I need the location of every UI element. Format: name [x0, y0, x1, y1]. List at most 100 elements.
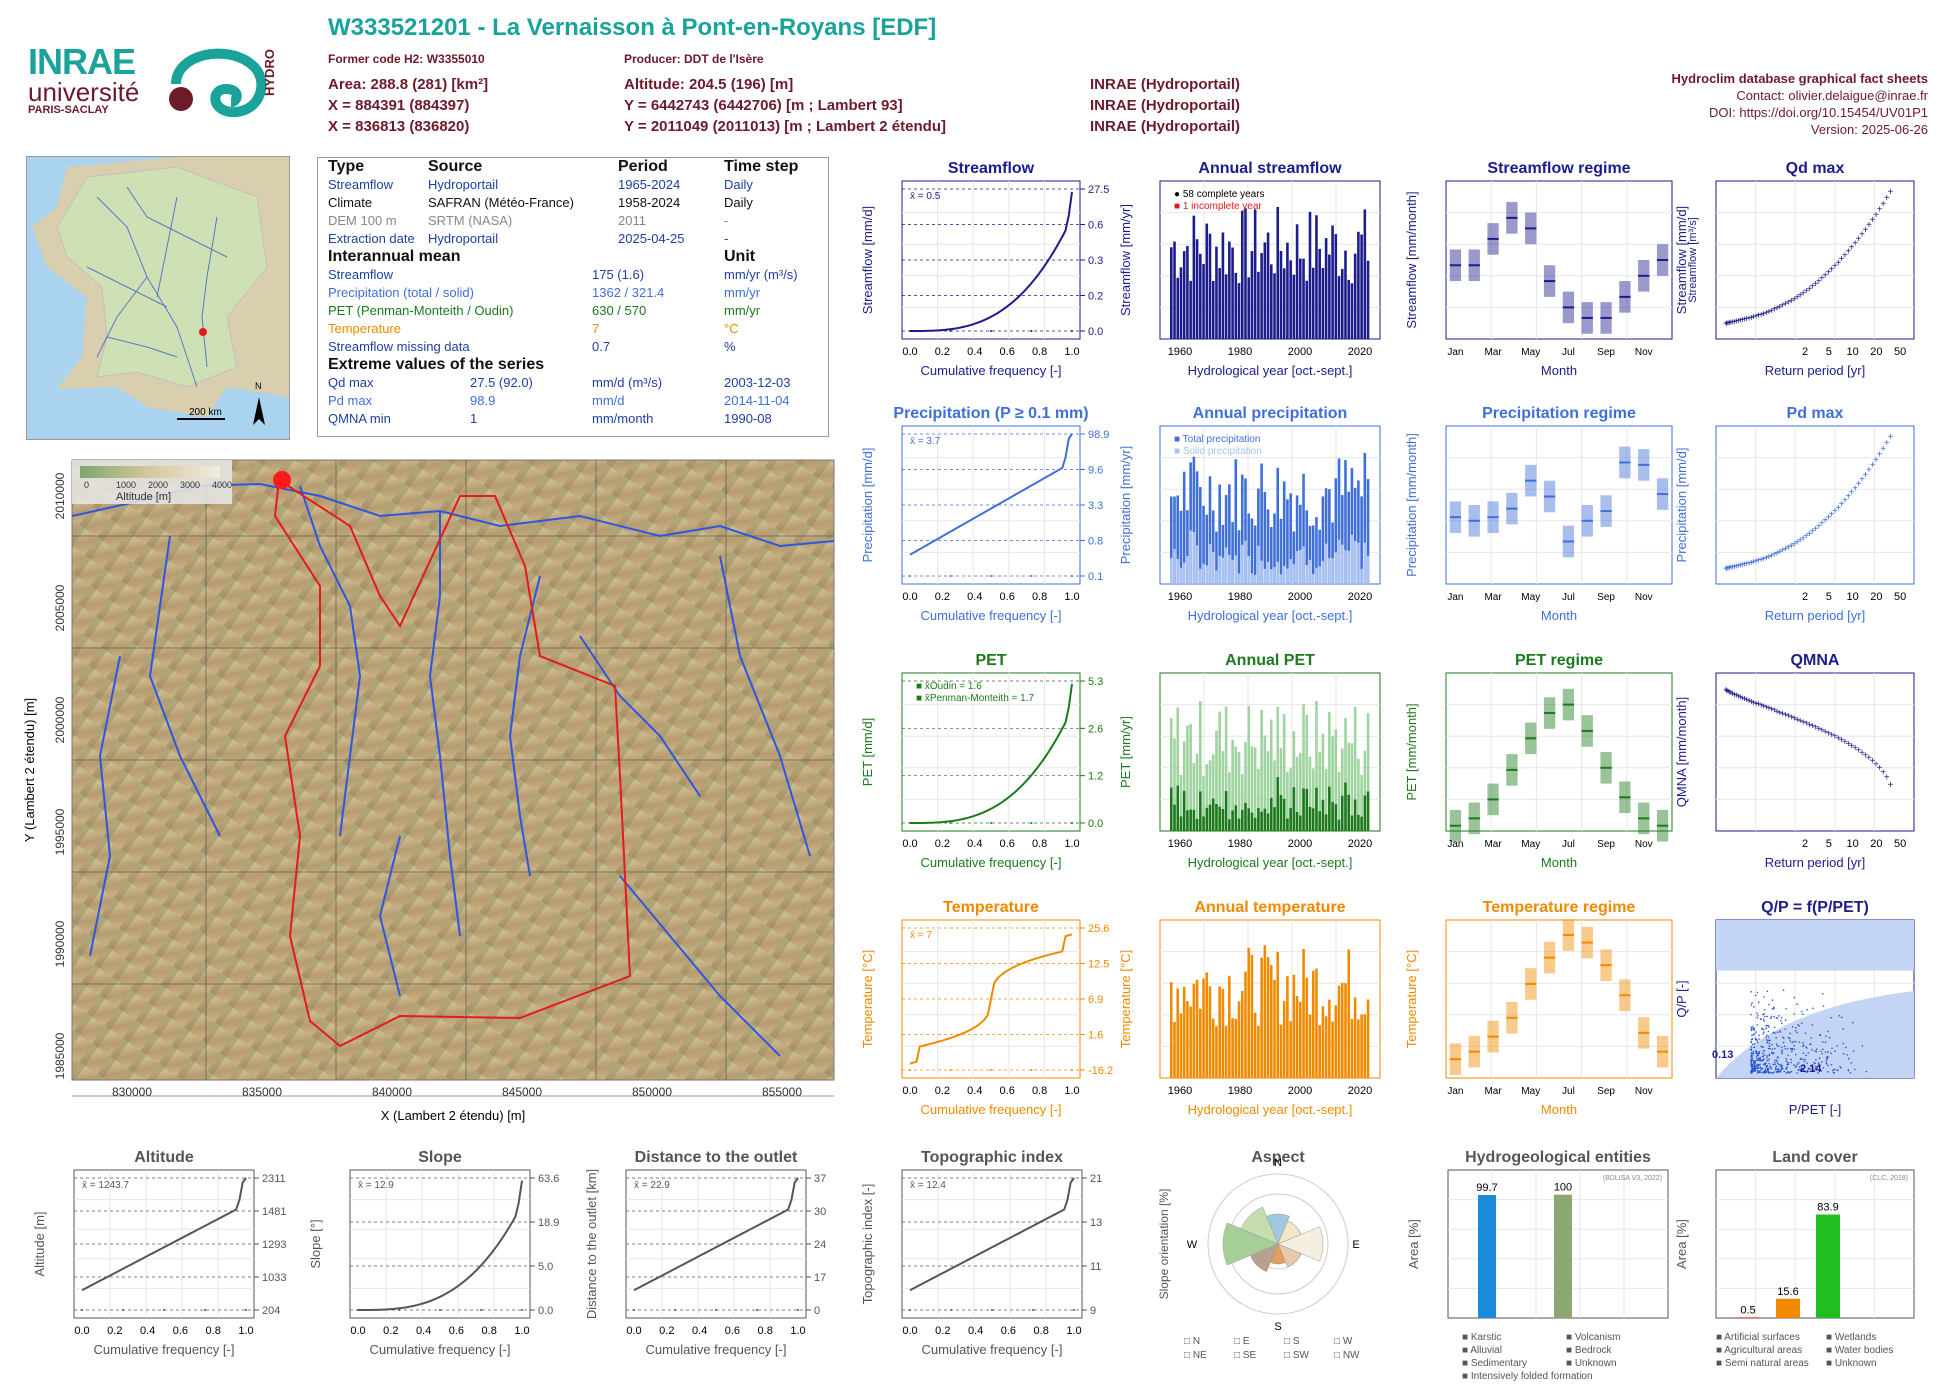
- scatter-point: [1861, 1045, 1864, 1047]
- xtick: 1.0: [1066, 1325, 1081, 1337]
- scatter-point: [1828, 1036, 1831, 1039]
- col-step: Time step: [724, 158, 799, 175]
- year-bar: [1176, 495, 1180, 584]
- return-point: +: [1877, 204, 1883, 215]
- xtick: 2000: [1288, 346, 1312, 358]
- chart-ylabel: Precipitation [mm/d]: [860, 448, 875, 563]
- return-point: +: [1763, 308, 1769, 319]
- interannual-rows: Streamflow 175 (1.6) mm/yr (m³/s) Precipita…: [328, 266, 818, 356]
- right-tick: 13: [1090, 1217, 1102, 1229]
- scatter-point: [1773, 1015, 1775, 1018]
- xtick: 20: [1870, 838, 1882, 850]
- return-point: +: [1835, 503, 1841, 514]
- chart-ylabel: PET [mm/d]: [860, 718, 875, 786]
- year-bar: [1260, 957, 1263, 1078]
- interannual-row-cell: 175 (1.6): [592, 267, 645, 282]
- year-bar: [1311, 970, 1315, 1078]
- right-tick: 63.6: [538, 1173, 559, 1185]
- extreme-row: QMNA min 1 mm/month 1990-08: [328, 410, 818, 428]
- scatter-point: [1768, 1026, 1770, 1028]
- legend-entry: ■ Bedrock: [1566, 1345, 1613, 1356]
- bar-label: 0.5: [1740, 1304, 1755, 1316]
- point: [633, 1309, 635, 1311]
- source-row-cell: DEM 100 m: [328, 213, 397, 228]
- xtick: 5: [1826, 838, 1832, 850]
- point: [949, 1069, 952, 1071]
- scatter-point: [1761, 1067, 1764, 1070]
- scatter-point: [1753, 1028, 1755, 1031]
- return-point: +: [1791, 539, 1797, 550]
- year-bar: [1189, 462, 1192, 584]
- return-point: +: [1724, 564, 1730, 575]
- interannual-row: PET (Penman-Monteith / Oudin) 630 / 570 mm…: [328, 302, 818, 320]
- chart-title: Annual PET: [1225, 652, 1315, 669]
- year-bar: [1266, 751, 1270, 831]
- year-bar-secondary: [1199, 568, 1202, 584]
- scatter-point: [1770, 1072, 1773, 1074]
- logo-paris-text: PARIS-SACLAY: [28, 104, 109, 116]
- scatter-point: [1789, 1040, 1792, 1042]
- scatter-point: [1794, 1066, 1797, 1068]
- xtick: Jul: [1562, 1086, 1575, 1097]
- chart-landcover: Land cover Area [%] (CLC, 2018) 0.5 15.6 83.9…: [1674, 1149, 1915, 1369]
- year-bar-secondary: [1208, 544, 1212, 584]
- scatter-point: [1785, 1007, 1787, 1010]
- source-row-cell: SRTM (NASA): [428, 213, 513, 228]
- chart-xlabel: Month: [1541, 855, 1577, 870]
- year-bar: [1247, 513, 1250, 584]
- year-bar: [1208, 233, 1212, 339]
- scatter-point: [1756, 991, 1759, 994]
- scatter-point: [1777, 1015, 1780, 1017]
- return-point: +: [1725, 687, 1731, 698]
- catchment-boundary: [273, 478, 632, 1048]
- scatter-point: [1761, 1071, 1763, 1074]
- scatter-point: [1768, 1053, 1771, 1055]
- return-point: +: [1816, 276, 1822, 287]
- scatter-point: [1827, 1030, 1829, 1033]
- xtick: 0.6: [1000, 346, 1015, 358]
- year-bar: [1244, 742, 1247, 831]
- mean-label: x̄ = 12.9: [358, 1180, 394, 1191]
- year-bar: [1250, 746, 1254, 831]
- year-bar: [1263, 491, 1267, 584]
- scatter-point: [1794, 1040, 1797, 1043]
- scatter-point: [1816, 1065, 1818, 1068]
- year-bar: [1205, 972, 1209, 1078]
- return-point: +: [1825, 268, 1831, 279]
- map-xtick: 840000: [372, 1085, 412, 1099]
- xtick: 1980: [1228, 1085, 1252, 1097]
- chart-ylabel: Temperature [°C]: [1118, 950, 1133, 1048]
- return-point: +: [1746, 558, 1752, 569]
- return-point: +: [1822, 516, 1828, 527]
- year-bar: [1224, 1025, 1228, 1078]
- year-bar: [1295, 996, 1299, 1078]
- france-map: 200 km N: [26, 156, 290, 440]
- scatter-point: [1755, 1031, 1757, 1033]
- scatter-point: [1769, 1071, 1771, 1074]
- year-bar-secondary: [1173, 804, 1176, 831]
- year-bar: [1344, 717, 1347, 831]
- year-bar: [1340, 494, 1344, 584]
- year-bar: [1347, 279, 1350, 339]
- legend-entry: ■ x̄Penman-Monteith = 1.7: [916, 693, 1034, 704]
- x-lambert2: X = 836813 (836820): [328, 118, 470, 135]
- year-bar-secondary: [1315, 787, 1318, 831]
- return-point: +: [1859, 230, 1865, 241]
- former-code: Former code H2: W3355010: [328, 52, 485, 66]
- year-bar-secondary: [1334, 804, 1338, 831]
- xtick: 0.4: [967, 838, 982, 850]
- return-point: +: [1777, 708, 1783, 719]
- scatter-point: [1793, 996, 1796, 999]
- scatter-point: [1782, 1041, 1785, 1044]
- year-bar: [1170, 982, 1173, 1078]
- scatter-point: [1762, 1018, 1765, 1021]
- scatter-point: [1830, 1052, 1832, 1055]
- year-bar: [1357, 480, 1360, 584]
- year-bar: [1221, 232, 1225, 339]
- xtick: 0.6: [1000, 1085, 1015, 1097]
- return-point: +: [1813, 524, 1819, 535]
- xtick: May: [1521, 592, 1540, 603]
- scatter-point: [1752, 1026, 1754, 1028]
- scatter-point: [1783, 1045, 1786, 1048]
- year-bar: [1253, 525, 1257, 584]
